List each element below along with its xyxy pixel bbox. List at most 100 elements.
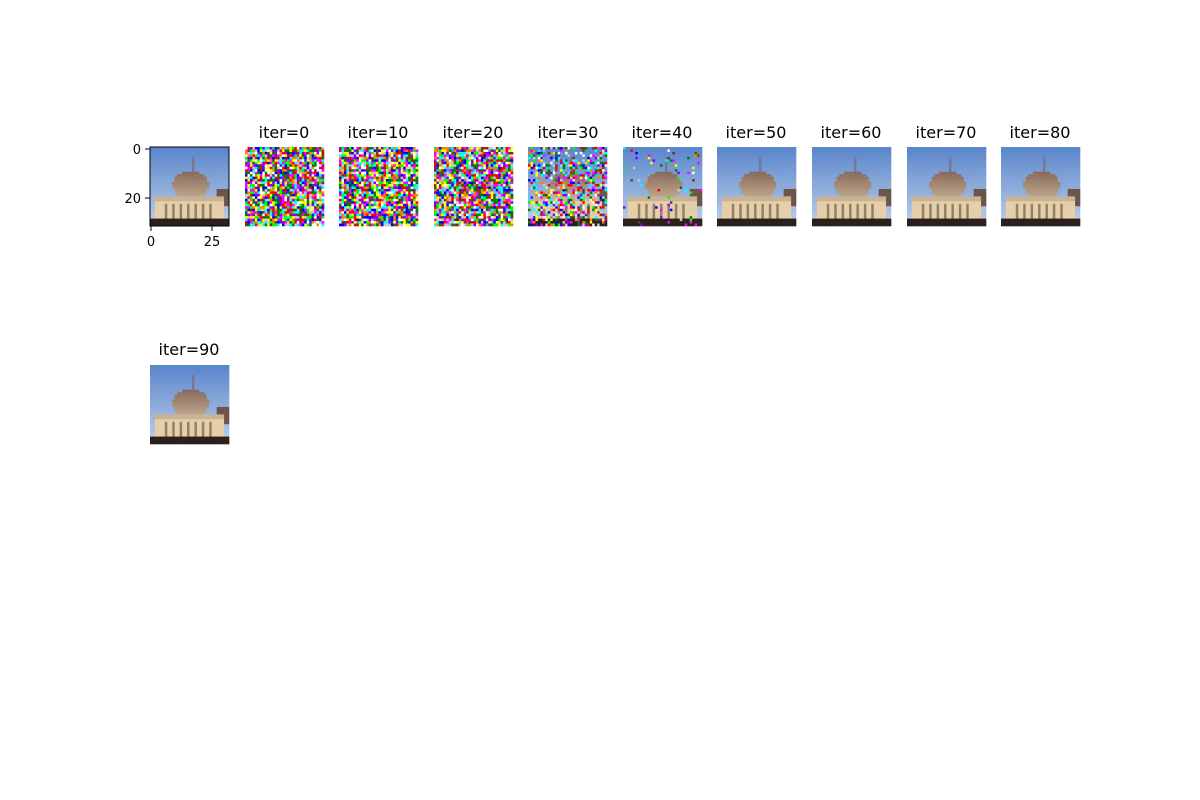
pixel bbox=[174, 193, 178, 197]
pixel bbox=[500, 184, 504, 187]
pixel bbox=[498, 191, 501, 195]
pixel bbox=[209, 221, 213, 224]
pixel bbox=[545, 176, 549, 180]
pixel bbox=[475, 188, 479, 192]
pixel bbox=[277, 196, 280, 200]
pixel bbox=[535, 171, 539, 175]
pixel bbox=[214, 191, 217, 195]
pixel bbox=[277, 198, 280, 202]
pixel bbox=[510, 223, 514, 227]
pixel bbox=[179, 174, 183, 177]
pixel bbox=[284, 213, 288, 217]
pixel bbox=[177, 191, 180, 195]
pixel bbox=[343, 161, 347, 165]
pixel bbox=[441, 188, 445, 192]
pixel bbox=[296, 171, 300, 175]
pixel bbox=[599, 211, 603, 214]
pixel bbox=[201, 149, 205, 153]
pixel bbox=[547, 201, 551, 205]
pixel bbox=[189, 221, 193, 224]
pixel bbox=[346, 149, 350, 153]
pixel bbox=[262, 213, 266, 217]
pixel bbox=[272, 151, 275, 155]
pixel bbox=[348, 221, 352, 224]
pixel bbox=[224, 176, 227, 180]
pixel bbox=[351, 151, 355, 155]
pixel bbox=[224, 147, 227, 150]
pixel bbox=[341, 147, 345, 150]
pixel bbox=[172, 216, 175, 219]
pixel bbox=[309, 191, 312, 195]
pixel bbox=[589, 188, 593, 192]
pixel bbox=[214, 193, 217, 197]
pixel bbox=[294, 154, 298, 158]
pixel bbox=[321, 198, 325, 202]
pixel bbox=[194, 151, 198, 155]
pixel bbox=[463, 156, 467, 160]
pixel bbox=[498, 156, 501, 160]
pixel bbox=[436, 169, 440, 172]
pixel bbox=[456, 186, 459, 190]
pixel bbox=[498, 201, 501, 205]
pixel bbox=[413, 169, 416, 172]
pixel bbox=[589, 171, 593, 175]
pixel bbox=[550, 203, 553, 207]
pixel bbox=[483, 166, 487, 170]
pixel bbox=[209, 184, 213, 187]
pixel bbox=[478, 156, 482, 160]
pixel bbox=[438, 164, 442, 168]
pixel bbox=[296, 147, 300, 150]
pixel bbox=[371, 198, 374, 202]
pixel bbox=[438, 174, 442, 177]
pixel bbox=[458, 206, 462, 210]
pixel bbox=[348, 156, 352, 160]
pixel bbox=[577, 161, 581, 165]
pixel bbox=[547, 213, 551, 217]
pixel bbox=[224, 174, 227, 177]
pixel bbox=[282, 203, 285, 207]
pixel bbox=[415, 221, 419, 224]
pixel bbox=[537, 174, 541, 177]
pixel bbox=[441, 171, 445, 175]
pixel bbox=[528, 206, 531, 210]
pixel bbox=[490, 193, 494, 197]
pixel bbox=[448, 179, 452, 182]
pixel bbox=[301, 218, 305, 222]
pixel bbox=[528, 213, 531, 217]
pixel bbox=[199, 174, 203, 177]
pixel bbox=[247, 211, 251, 214]
pixel bbox=[289, 166, 293, 170]
pixel bbox=[602, 171, 605, 175]
pixel bbox=[154, 213, 158, 217]
pixel bbox=[351, 181, 355, 185]
pixel bbox=[572, 149, 576, 153]
pixel bbox=[385, 147, 389, 150]
pixel bbox=[184, 213, 188, 217]
pixel bbox=[174, 169, 178, 172]
pixel bbox=[488, 198, 492, 202]
pixel bbox=[562, 203, 566, 207]
pixel bbox=[400, 169, 404, 172]
pixel bbox=[592, 201, 595, 205]
pixel bbox=[398, 216, 402, 219]
pixel bbox=[348, 216, 352, 219]
pixel bbox=[348, 201, 352, 205]
pixel bbox=[191, 191, 195, 195]
pixel bbox=[257, 179, 261, 182]
pixel bbox=[196, 147, 200, 150]
pixel bbox=[182, 216, 185, 219]
pixel bbox=[216, 193, 220, 197]
pixel bbox=[602, 181, 605, 185]
pixel bbox=[211, 218, 215, 222]
pixel bbox=[159, 203, 163, 207]
pixel bbox=[443, 179, 447, 182]
pixel bbox=[569, 149, 573, 153]
pixel bbox=[346, 184, 350, 187]
pixel bbox=[393, 211, 397, 214]
pixel bbox=[380, 154, 384, 158]
pixel bbox=[343, 203, 347, 207]
pixel bbox=[403, 191, 406, 195]
pixel bbox=[179, 159, 183, 163]
pixel bbox=[282, 149, 285, 153]
pixel bbox=[341, 164, 345, 168]
